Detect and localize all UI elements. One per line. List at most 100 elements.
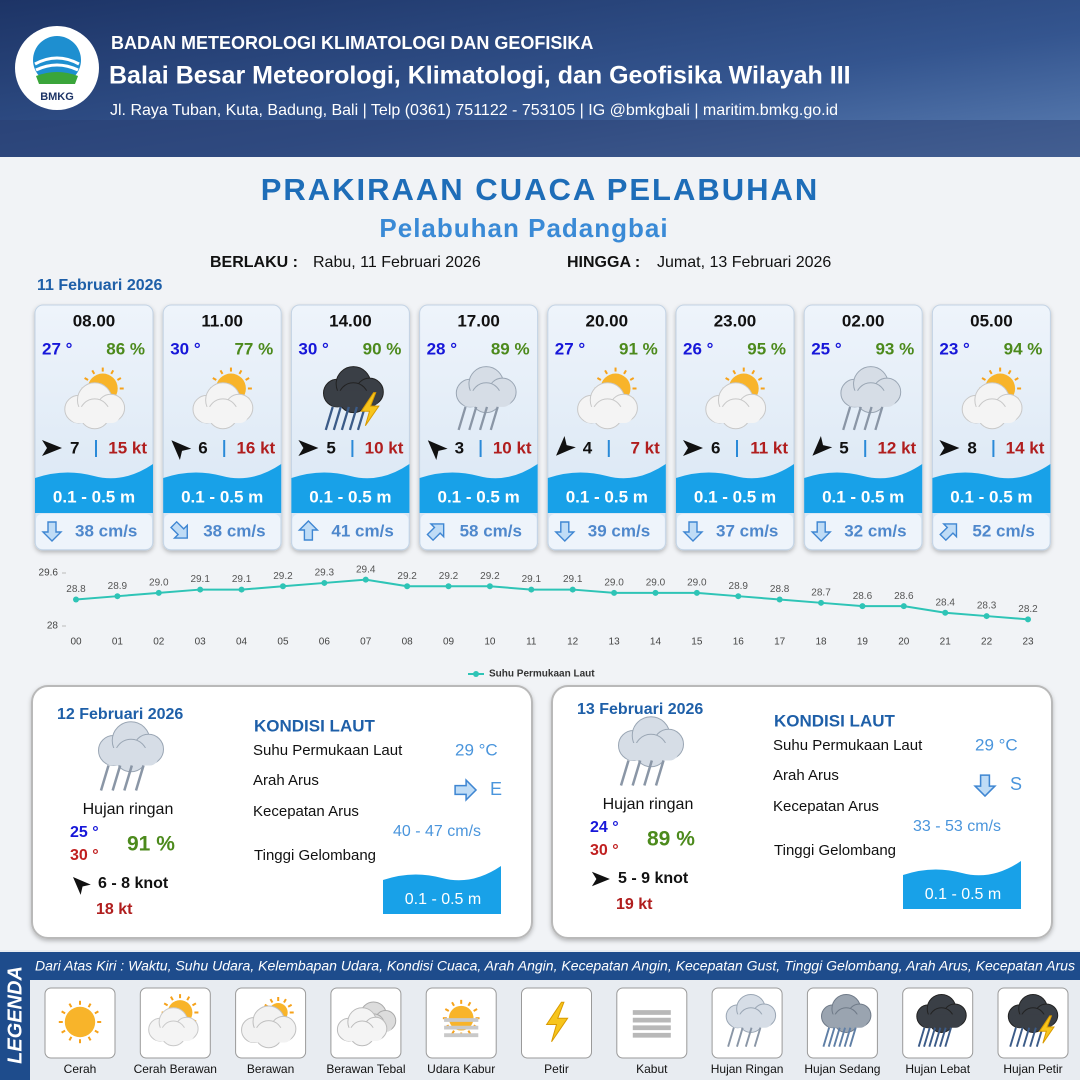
sun-ray xyxy=(219,369,224,375)
wind-direction xyxy=(683,440,703,456)
sun-ray xyxy=(91,369,96,375)
agency-name: BADAN METEOROLOGI KLIMATOLOGI DAN GEOFIS… xyxy=(111,33,593,53)
wave-band xyxy=(932,464,1051,513)
current-direction xyxy=(426,523,445,542)
cloud xyxy=(148,1007,199,1047)
rain-streak xyxy=(933,1027,942,1047)
x-tick-label: 02 xyxy=(153,637,165,648)
current-direction xyxy=(554,521,576,542)
wind-speed: 3 xyxy=(455,438,464,457)
sun-ray xyxy=(988,369,993,375)
wave-band xyxy=(804,464,923,513)
rain-streak xyxy=(753,1027,762,1047)
sun-ray xyxy=(191,1002,197,1007)
weather-icon xyxy=(725,993,777,1047)
rain-streak xyxy=(619,760,630,786)
gust-speed: 14 kt xyxy=(1006,438,1045,457)
rain-streak xyxy=(863,406,873,431)
logo-text: BMKG xyxy=(40,91,74,103)
sst-point xyxy=(1025,616,1031,623)
x-tick-label: 23 xyxy=(1022,637,1034,648)
wave-band xyxy=(163,464,282,513)
legend-item-label: Petir xyxy=(544,1062,569,1076)
x-tick-label: 11 xyxy=(526,637,537,648)
current-dir-label: Arah Arus xyxy=(253,772,319,789)
y-tick-label: 28 xyxy=(47,621,59,632)
cloud xyxy=(64,382,126,430)
sun-ray xyxy=(751,369,756,375)
current-speed-label: Kecepatan Arus xyxy=(773,798,879,815)
sun-ray xyxy=(116,377,122,381)
air-temperature: 25 ° xyxy=(811,339,842,358)
sst-point xyxy=(445,583,452,590)
wind-direction xyxy=(939,440,960,456)
rain-streak xyxy=(736,1027,744,1047)
sst-point xyxy=(528,586,535,593)
wind-speed: 5 xyxy=(326,438,335,457)
weather-icon xyxy=(1007,993,1059,1047)
cloud xyxy=(577,382,638,430)
sst-value-label: 28.3 xyxy=(977,601,997,612)
sst-point xyxy=(114,593,121,600)
sun-ray xyxy=(444,1008,450,1012)
logo-mark xyxy=(33,36,81,84)
cloud xyxy=(705,382,767,430)
x-tick-label: 15 xyxy=(691,637,703,648)
legend-item-label: Cerah xyxy=(64,1062,97,1076)
cloud-base xyxy=(1012,1014,1054,1028)
rain-streak xyxy=(1022,1027,1031,1047)
wave-box xyxy=(903,861,1021,909)
sun-ray xyxy=(467,1001,472,1007)
current-speed: 39 cm/s xyxy=(588,521,650,540)
sst-value-label: 29.0 xyxy=(604,578,624,589)
sst-value-label: 29.0 xyxy=(149,578,169,589)
rain-streak xyxy=(111,765,122,791)
sea-heading: KONDISI LAUT xyxy=(774,711,896,730)
wind-direction xyxy=(812,435,833,456)
sst-label: Suhu Permukaan Laut xyxy=(773,737,923,754)
current-direction xyxy=(810,521,832,542)
cloud xyxy=(192,382,254,430)
sst-point xyxy=(155,589,162,596)
rain-streak xyxy=(478,406,489,431)
rain-streak xyxy=(928,1027,936,1047)
from-label: BERLAKU : xyxy=(210,254,298,271)
sst-value-label: 29.4 xyxy=(356,564,376,575)
cloud-base xyxy=(328,390,379,407)
sst-point xyxy=(859,603,866,610)
wind-range: 6 - 8 knot xyxy=(98,875,169,892)
rain-streak xyxy=(944,1027,952,1047)
rain-streak xyxy=(340,406,350,431)
weather-icon xyxy=(632,1010,671,1038)
air-temperature: 30 ° xyxy=(170,339,201,358)
humidity: 90 % xyxy=(363,339,402,358)
current-speed: 52 cm/s xyxy=(972,521,1034,540)
x-tick-label: 06 xyxy=(319,637,331,648)
x-tick-label: 00 xyxy=(70,637,82,648)
sun-ray xyxy=(68,1036,73,1041)
rain-streak xyxy=(99,765,110,791)
current-dir: S xyxy=(1010,774,1022,794)
to-date: Jumat, 13 Februari 2026 xyxy=(657,254,831,271)
cloud-base xyxy=(152,1027,195,1041)
x-tick-label: 10 xyxy=(484,637,496,648)
current-speed: 58 cm/s xyxy=(460,521,522,540)
sst-point xyxy=(486,583,493,590)
sun-ray xyxy=(170,996,174,1001)
sun-ray xyxy=(473,1008,478,1012)
address: Jl. Raya Tuban, Kuta, Badung, Bali | Tel… xyxy=(110,102,838,119)
sst-point xyxy=(238,586,245,593)
time: 20.00 xyxy=(586,311,629,330)
card-current-area xyxy=(548,514,665,549)
time: 17.00 xyxy=(457,311,500,330)
weather-icon xyxy=(455,366,517,431)
wind-speed: 4 xyxy=(583,438,593,457)
sun-ray xyxy=(94,1029,99,1034)
office-name: Balai Besar Meteorologi, Klimatologi, da… xyxy=(109,62,851,90)
lightning xyxy=(545,1001,569,1043)
sst-value-label: 28.9 xyxy=(108,581,128,592)
sun-ray xyxy=(238,369,243,375)
sst-value-label: 29.3 xyxy=(315,568,335,579)
sst-value-label: 28.2 xyxy=(1018,604,1038,615)
